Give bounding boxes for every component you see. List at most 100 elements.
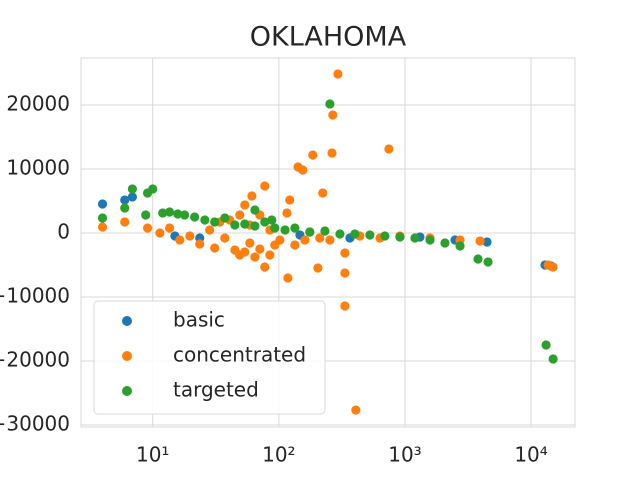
- point: [340, 248, 350, 258]
- point: [325, 99, 335, 109]
- point: [305, 227, 315, 237]
- point: [410, 233, 420, 243]
- point: [195, 239, 205, 249]
- point: [320, 226, 330, 236]
- point: [340, 268, 350, 278]
- point: [220, 213, 230, 223]
- point: [235, 210, 245, 220]
- point: [395, 232, 405, 242]
- point: [260, 181, 270, 191]
- point: [285, 195, 295, 205]
- point: [548, 354, 558, 364]
- point: [230, 220, 240, 230]
- point: [97, 213, 108, 223]
- point: [340, 301, 350, 311]
- point: [335, 229, 345, 239]
- point: [120, 203, 130, 213]
- point: [482, 237, 492, 247]
- point: [313, 263, 323, 273]
- point: [300, 235, 310, 245]
- point: [185, 231, 195, 241]
- point: [247, 191, 257, 201]
- point: [190, 212, 200, 222]
- point: [290, 223, 300, 233]
- point: [164, 223, 175, 233]
- point: [425, 235, 435, 245]
- legend-label: concentrated: [173, 343, 306, 367]
- point: [250, 221, 260, 231]
- point: [267, 215, 277, 225]
- legend-marker: [122, 351, 132, 361]
- point: [384, 144, 394, 154]
- point: [210, 217, 220, 227]
- point: [120, 217, 130, 227]
- point: [351, 405, 361, 415]
- point: [548, 262, 558, 272]
- x-tick-label: 10¹: [136, 443, 169, 467]
- point: [127, 192, 137, 202]
- x-tick-label: 10⁴: [514, 443, 547, 467]
- point: [275, 235, 285, 245]
- points: [97, 69, 558, 415]
- point: [475, 236, 485, 246]
- point: [155, 228, 165, 238]
- legend-label: targeted: [173, 378, 259, 402]
- point: [120, 195, 130, 205]
- point: [473, 254, 483, 264]
- y-tick-label: −30000: [0, 412, 70, 436]
- point: [270, 223, 280, 233]
- y-tick-label: 20000: [6, 91, 70, 115]
- point: [327, 148, 337, 158]
- point: [325, 235, 335, 245]
- y-tick-label: −20000: [0, 348, 70, 372]
- legend: basic concentrated targeted: [93, 300, 326, 415]
- legend-marker: [122, 316, 132, 326]
- point: [440, 238, 450, 248]
- point: [250, 252, 260, 262]
- point: [318, 188, 328, 198]
- point: [245, 238, 255, 248]
- point: [255, 244, 265, 254]
- point: [220, 233, 230, 243]
- y-tick-label: 0: [57, 219, 70, 243]
- point: [180, 210, 190, 220]
- point: [350, 229, 360, 239]
- y-tick-label: −10000: [0, 284, 70, 308]
- point: [127, 184, 137, 194]
- legend-label: basic: [173, 308, 225, 332]
- point: [250, 205, 260, 215]
- point: [164, 207, 175, 217]
- legend-marker: [122, 386, 132, 396]
- chart-title: OKLAHOMA: [250, 22, 407, 53]
- point: [205, 225, 215, 235]
- point: [265, 250, 275, 260]
- point: [260, 217, 270, 227]
- point: [148, 184, 158, 194]
- point: [308, 150, 318, 160]
- point: [240, 219, 250, 229]
- x-tick-label: 10³: [388, 443, 421, 467]
- point: [328, 110, 338, 120]
- point: [260, 262, 270, 272]
- point: [315, 233, 325, 243]
- point: [280, 225, 290, 235]
- point: [541, 340, 551, 350]
- point: [483, 257, 493, 267]
- point: [333, 69, 343, 79]
- point: [298, 165, 308, 175]
- point: [240, 247, 250, 257]
- point: [455, 241, 465, 251]
- y-tick-label: 10000: [6, 155, 70, 179]
- point: [141, 210, 151, 220]
- point: [240, 200, 250, 210]
- point: [142, 223, 153, 233]
- point: [173, 209, 183, 219]
- point: [97, 222, 108, 232]
- point: [283, 273, 293, 283]
- point: [158, 208, 168, 218]
- point: [97, 199, 108, 209]
- x-axis-label: Population: [275, 477, 380, 480]
- point: [380, 231, 390, 241]
- point: [210, 243, 220, 253]
